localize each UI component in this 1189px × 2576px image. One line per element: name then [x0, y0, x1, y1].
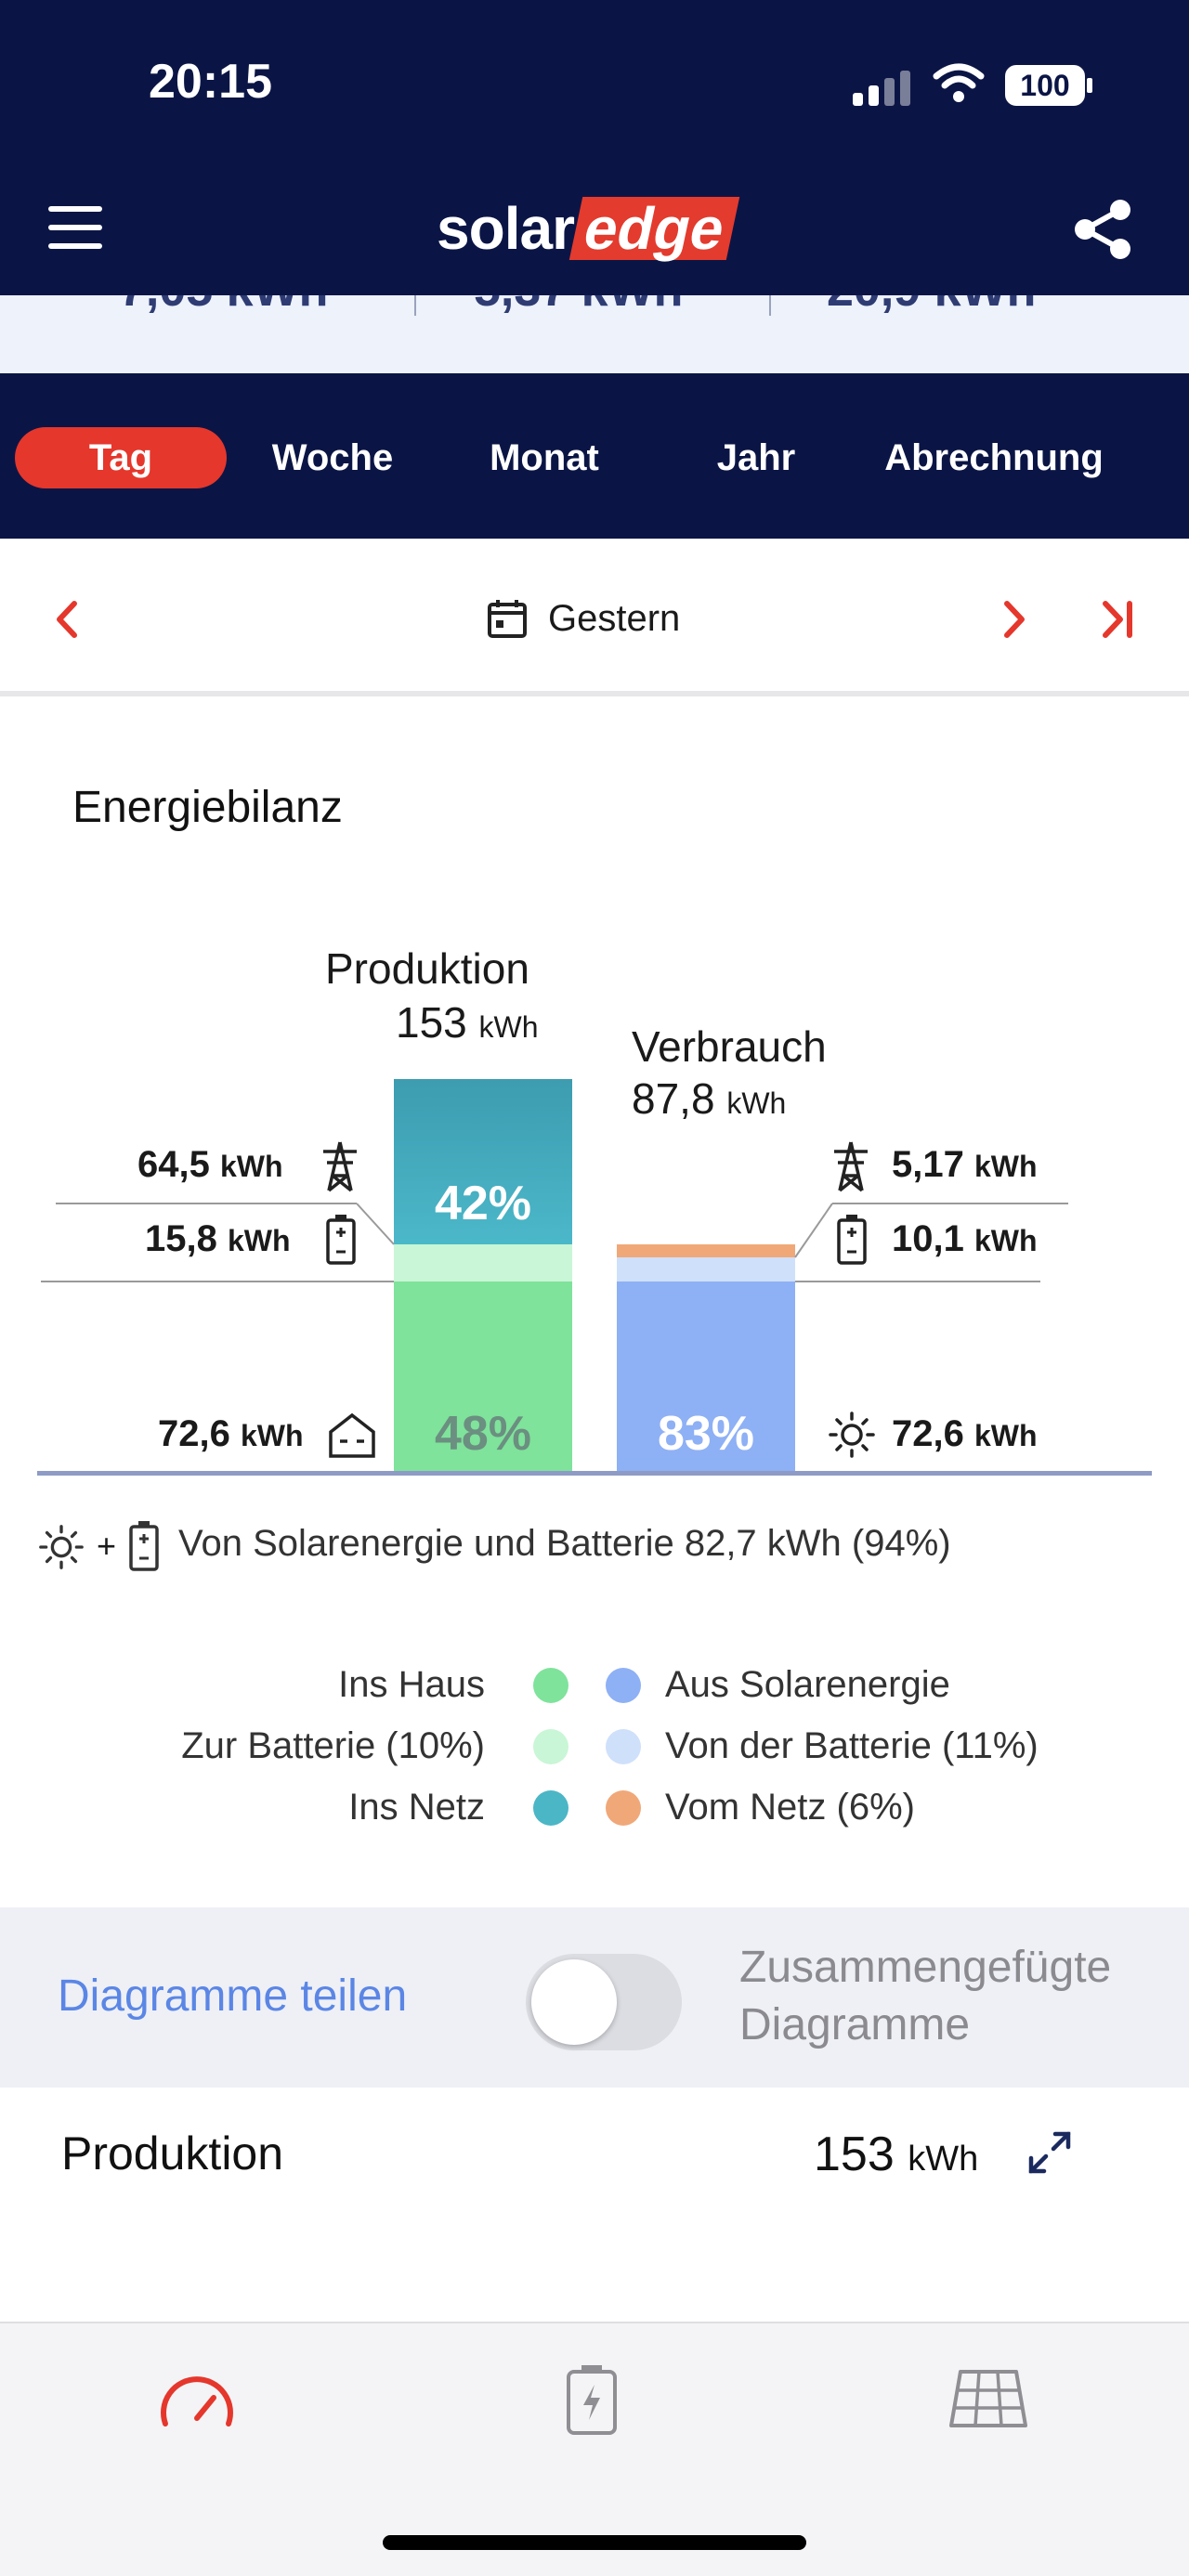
- legend-zur-batterie: Zur Batterie (10%): [181, 1725, 485, 1766]
- hamburger-menu-icon[interactable]: [48, 206, 102, 249]
- solaredge-logo: solar edge: [437, 191, 740, 266]
- battery-tip: [1087, 78, 1092, 93]
- tab-tag[interactable]: Tag: [15, 427, 227, 488]
- share-icon[interactable]: [1072, 197, 1135, 262]
- status-bar: [0, 0, 1189, 176]
- tab-abrechnung[interactable]: Abrechnung: [884, 437, 1104, 478]
- share-charts-link[interactable]: Diagramme teilen: [58, 1971, 408, 2021]
- consumption-bar-from-solar: [617, 1281, 795, 1471]
- production-house-value: 72,6 kWh: [158, 1413, 304, 1454]
- legend-dot: [533, 1668, 568, 1703]
- legend-vom-netz: Vom Netz (6%): [665, 1787, 915, 1828]
- legend-dot: [533, 1729, 568, 1764]
- date-navigation: [0, 539, 1189, 696]
- expand-icon[interactable]: [1026, 2128, 1074, 2177]
- legend-aus-solarenergie: Aus Solarenergie: [665, 1664, 950, 1705]
- production-title: Produktion: [325, 944, 529, 993]
- sun-icon: [829, 1412, 875, 1458]
- production-grid-percent: 42%: [434, 1177, 532, 1230]
- legend-dot: [533, 1790, 568, 1826]
- production-total: 153 kWh: [396, 998, 539, 1047]
- consumption-bar-from-battery: [617, 1257, 795, 1281]
- summary-strip: 7,05 kWh 5,37 kWh 20,9 kWh: [0, 295, 1189, 373]
- consumption-bar-from-grid: [617, 1244, 795, 1257]
- summary-value: 7,05 kWh: [119, 295, 328, 318]
- sun-icon: [39, 1525, 84, 1569]
- consumption-solar-value: 72,6 kWh: [892, 1413, 1038, 1454]
- production-row-title: Produktion: [61, 2127, 284, 2179]
- production-bar-to-battery: [394, 1244, 572, 1281]
- production-bar-to-grid: [394, 1079, 572, 1244]
- battery-indicator: 100: [1005, 65, 1085, 106]
- chart-guide-lines: [41, 1203, 1068, 1282]
- legend-ins-haus: Ins Haus: [338, 1664, 485, 1705]
- tab-jahr[interactable]: Jahr: [716, 437, 796, 478]
- plus-sign: +: [97, 1527, 117, 1565]
- house-icon: [329, 1412, 375, 1458]
- consumption-grid-value: 5,17 kWh: [892, 1144, 1038, 1185]
- solar-battery-summary: Von Solarenergie und Batterie 82,7 kWh (…: [178, 1523, 951, 1564]
- tab-woche[interactable]: Woche: [271, 437, 394, 478]
- production-bar-to-house: [394, 1281, 572, 1471]
- wifi-icon: [933, 63, 985, 102]
- production-battery-value: 15,8 kWh: [145, 1218, 291, 1259]
- consumption-title: Verbrauch: [632, 1022, 827, 1071]
- jump-to-today-icon[interactable]: [1098, 596, 1135, 643]
- legend-dot: [606, 1668, 641, 1703]
- storage-battery-icon[interactable]: [563, 2362, 621, 2437]
- calendar-icon[interactable]: [487, 598, 528, 639]
- energy-balance-title: Energiebilanz: [72, 783, 343, 832]
- chart-baseline: [37, 1471, 1152, 1476]
- summary-value: 5,37 kWh: [474, 295, 683, 318]
- dashboard-gauge-icon[interactable]: [156, 2366, 238, 2431]
- next-day-chevron-icon[interactable]: [996, 596, 1033, 643]
- toggle-knob[interactable]: [531, 1959, 617, 2045]
- status-time: 20:15: [149, 55, 272, 109]
- battery-icon: [129, 1521, 159, 1571]
- bottom-tab-bar: [0, 2322, 1189, 2576]
- summary-value: 20,9 kWh: [827, 295, 1036, 318]
- previous-day-chevron-icon[interactable]: [48, 596, 85, 643]
- legend-von-der-batterie: Von der Batterie (11%): [665, 1725, 1039, 1766]
- legend-dot: [606, 1729, 641, 1764]
- solar-panel-icon[interactable]: [947, 2368, 1029, 2429]
- consumption-battery-value: 10,1 kWh: [892, 1218, 1038, 1259]
- production-row-value: 153 kWh: [814, 2127, 979, 2181]
- legend-ins-netz: Ins Netz: [348, 1787, 485, 1828]
- consumption-total: 87,8 kWh: [632, 1074, 787, 1123]
- power-pylon-icon: [323, 1141, 357, 1192]
- merged-charts-label: Zusammengefügte Diagramme: [739, 1943, 1112, 2049]
- home-indicator: [383, 2535, 806, 2550]
- date-label[interactable]: Gestern: [548, 598, 681, 639]
- battery-icon: [326, 1215, 356, 1265]
- production-grid-value: 64,5 kWh: [137, 1144, 283, 1185]
- battery-icon: [837, 1215, 867, 1265]
- production-house-percent: 48%: [434, 1407, 532, 1461]
- consumption-solar-percent: 83%: [657, 1407, 755, 1461]
- tab-monat[interactable]: Monat: [490, 437, 599, 478]
- legend-dot: [606, 1790, 641, 1826]
- power-pylon-icon: [834, 1141, 868, 1192]
- cellular-signal-icon: [853, 71, 912, 106]
